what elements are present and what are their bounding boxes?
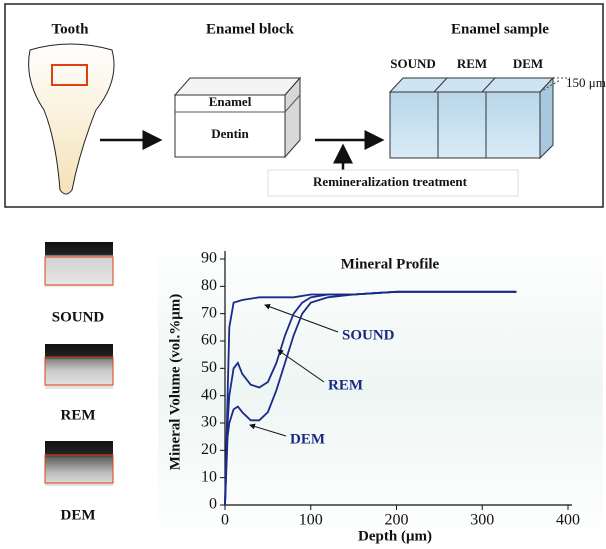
column-label: DEM [513,56,543,71]
y-tick-label: 70 [201,304,217,321]
x-tick-label: 0 [221,512,229,529]
thickness-label: 150 μm [566,75,606,90]
micro-image [45,242,113,287]
y-tick-label: 90 [201,250,217,267]
layer-label: Enamel [209,94,252,109]
series-label: DEM [290,431,325,447]
column-label: REM [457,56,487,71]
treatment-label: Remineralization treatment [313,174,468,189]
y-tick-label: 60 [201,332,217,349]
column-label: SOUND [390,56,436,71]
panel-title: Enamel block [206,21,295,37]
figure: Tooth Enamel block Enamel sample Enamel … [0,0,606,549]
y-tick-label: 50 [201,359,217,376]
layer-label: Dentin [211,126,249,141]
x-tick-label: 400 [556,512,580,529]
y-tick-label: 0 [209,496,217,513]
y-axis-label: Mineral Volume (vol.%μm) [167,294,183,470]
chart-title: Mineral Profile [341,256,440,272]
x-tick-label: 100 [299,512,323,529]
image-label: DEM [61,507,96,523]
panel-title: Enamel sample [451,21,549,37]
micro-image [45,344,113,389]
y-tick-label: 80 [201,277,217,294]
enamel-sample [390,78,553,158]
image-label: SOUND [52,309,105,325]
y-tick-label: 40 [201,386,217,403]
image-label: REM [61,407,96,423]
micro-image [45,441,113,486]
y-tick-label: 30 [201,414,217,431]
series-label: SOUND [342,327,395,343]
x-tick-label: 200 [385,512,409,529]
series-label: REM [328,377,363,393]
y-tick-label: 20 [201,441,217,458]
block-top [175,78,300,95]
x-axis-label: Depth (μm) [358,528,432,544]
panel-title: Tooth [52,21,90,37]
x-tick-label: 300 [470,512,494,529]
y-tick-label: 10 [201,468,217,485]
